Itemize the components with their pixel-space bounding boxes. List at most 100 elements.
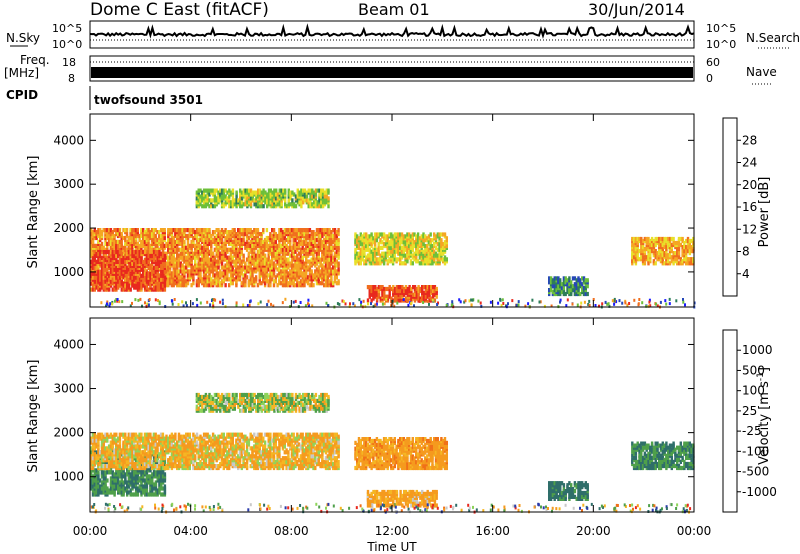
range-gate-cell	[688, 257, 691, 262]
range-gate-cell	[161, 241, 165, 246]
range-gate-cell	[292, 281, 295, 286]
range-gate-cell	[317, 233, 320, 239]
range-gate-cell	[93, 265, 96, 270]
freq-strip-frame	[89, 55, 695, 82]
range-gate-cell	[148, 298, 151, 301]
range-gate-cell	[636, 245, 639, 250]
range-gate-cell	[634, 245, 638, 250]
range-gate-cell	[654, 249, 657, 254]
range-gate-cell	[238, 239, 242, 244]
range-gate-cell	[580, 301, 583, 305]
range-gate-cell	[276, 273, 279, 278]
range-gate-cell	[425, 243, 429, 249]
range-gate-cell	[143, 230, 147, 235]
range-gate-cell	[431, 255, 434, 260]
range-gate-cell	[379, 245, 382, 250]
range-gate-cell	[588, 303, 591, 307]
range-gate-cell	[260, 239, 263, 244]
range-gate-cell	[303, 275, 306, 280]
range-gate-cell	[249, 192, 253, 197]
range-gate-cell	[231, 265, 234, 270]
range-gate-cell	[91, 230, 95, 235]
range-gate-cell	[266, 192, 269, 197]
range-gate-cell	[244, 277, 247, 282]
range-gate-cell	[393, 294, 397, 299]
range-gate-cell	[163, 261, 167, 266]
range-gate-cell	[321, 249, 324, 254]
range-gate-cell	[213, 255, 217, 260]
range-gate-cell	[280, 273, 283, 278]
range-gate-cell	[323, 237, 326, 243]
range-gate-cell	[390, 245, 393, 250]
range-gate-cell	[115, 243, 118, 248]
range-gate-cell	[263, 267, 267, 272]
range-gate-cell	[686, 245, 690, 250]
range-gate-cell	[125, 232, 129, 237]
range-gate-cell	[247, 241, 251, 246]
range-gate-cell	[668, 302, 671, 306]
range-gate-cell	[107, 271, 111, 276]
range-gate-cell	[151, 267, 154, 272]
range-gate-cell	[163, 243, 166, 248]
range-gate-cell	[668, 253, 672, 258]
range-gate-cell	[217, 190, 220, 195]
range-gate-cell	[210, 243, 213, 248]
range-gate-cell	[327, 196, 330, 201]
range-gate-cell	[316, 200, 319, 205]
range-gate-cell	[127, 283, 131, 288]
range-gate-cell	[314, 192, 318, 197]
range-gate-cell	[211, 198, 215, 203]
range-gate-cell	[408, 285, 411, 290]
range-gate-cell	[143, 271, 147, 276]
range-gate-cell	[287, 271, 290, 276]
range-gate-cell	[90, 239, 93, 244]
range-gate-cell	[344, 302, 347, 306]
range-gate-cell	[283, 263, 286, 268]
range-gate-cell	[93, 275, 96, 280]
range-gate-cell	[386, 234, 389, 239]
date-title: 30/Jun/2014	[588, 0, 685, 19]
range-gate-cell	[165, 265, 168, 270]
range-gate-cell	[294, 237, 297, 243]
range-gate-cell	[379, 285, 382, 290]
range-gate-cell	[156, 250, 159, 255]
range-gate-cell	[183, 279, 186, 284]
range-gate-cell	[658, 253, 661, 258]
range-gate-cell	[208, 241, 211, 246]
range-gate-cell	[158, 283, 161, 288]
range-gate-cell	[99, 250, 102, 255]
range-gate-cell	[183, 228, 186, 233]
range-gate-cell	[140, 233, 143, 239]
range-gate-cell	[280, 259, 283, 264]
range-gate-cell	[224, 235, 227, 241]
range-gate-cell	[108, 257, 111, 263]
range-gate-cell	[690, 245, 693, 250]
range-gate-cell	[172, 273, 175, 278]
range-gate-cell	[582, 289, 586, 295]
range-gate-cell	[391, 259, 395, 264]
range-gate-cell	[197, 198, 200, 203]
range-gate-cell	[415, 292, 418, 297]
range-gate-cell	[562, 286, 566, 291]
range-gate-cell	[154, 233, 157, 239]
range-gate-cell	[384, 251, 388, 256]
freq-unit-label: [MHz]	[4, 66, 39, 80]
range-gate-cell	[168, 237, 172, 243]
range-gate-cell	[392, 285, 395, 290]
range-gate-cell	[228, 259, 231, 264]
range-gate-cell	[233, 251, 236, 256]
range-gate-cell	[208, 237, 211, 243]
range-gate-cell	[303, 198, 307, 203]
range-gate-cell	[303, 261, 306, 266]
range-gate-cell	[280, 255, 283, 260]
range-gate-cell	[388, 240, 391, 245]
range-gate-cell	[404, 234, 407, 239]
range-gate-cell	[95, 265, 98, 270]
range-gate-cell	[249, 202, 253, 207]
range-gate-cell	[228, 230, 231, 235]
range-gate-cell	[674, 253, 677, 258]
range-gate-cell	[97, 252, 100, 257]
range-gate-cell	[172, 228, 175, 233]
range-gate-cell	[140, 239, 143, 244]
